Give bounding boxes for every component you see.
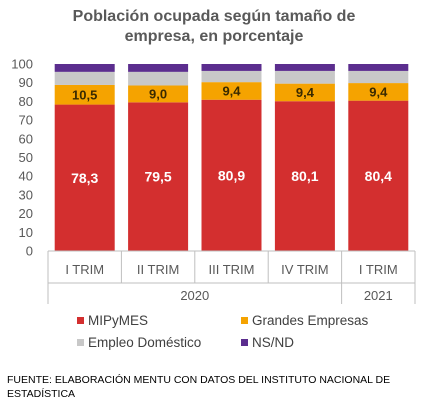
legend-swatch-ns-nd <box>241 339 248 346</box>
bar-mipymes-1 <box>54 104 115 251</box>
chart-title-line-2: empresa, en porcentaje <box>124 28 304 45</box>
bar-ns-nd-3 <box>201 64 262 71</box>
data-label-mipymes-5: 80,4 <box>365 168 392 184</box>
y-tick-label-20: 20 <box>19 206 33 221</box>
bar-ns-nd-5 <box>348 64 409 71</box>
legend-label-ns-nd: NS/ND <box>252 335 294 350</box>
data-label-grandes-empresas-2: 9,0 <box>149 87 167 102</box>
y-tick-label-30: 30 <box>19 187 33 202</box>
data-label-mipymes-2: 79,5 <box>144 169 171 185</box>
y-tick-label-60: 60 <box>19 131 33 146</box>
x-tick-label-4: IV TRIM <box>281 262 328 277</box>
data-label-mipymes-4: 80,1 <box>291 168 318 184</box>
bar-ns-nd-1 <box>54 64 115 72</box>
x-tick-label-2: II TRIM <box>137 262 179 277</box>
bar-ns-nd-2 <box>128 64 189 72</box>
y-tick-label-90: 90 <box>19 75 33 90</box>
bar-grandes-empresas-3 <box>201 82 262 100</box>
bar-empleo-dom-stico-4 <box>274 70 335 84</box>
x-tick-label-5: I TRIM <box>359 262 398 277</box>
bar-grandes-empresas-4 <box>274 83 335 102</box>
bar-empleo-dom-stico-3 <box>201 70 262 83</box>
data-label-mipymes-3: 80,9 <box>218 167 245 183</box>
bar-grandes-empresas-1 <box>54 84 115 105</box>
y-tick-label-70: 70 <box>19 113 33 128</box>
bar-mipymes-4 <box>274 101 335 251</box>
x-tick-label-1: I TRIM <box>65 262 104 277</box>
bar-grandes-empresas-5 <box>348 83 409 101</box>
y-tick-label-50: 50 <box>19 150 33 165</box>
y-tick-label-40: 40 <box>19 169 33 184</box>
bar-mipymes-3 <box>201 99 262 251</box>
bar-grandes-empresas-2 <box>128 85 189 103</box>
x-year-label-2021: 2021 <box>364 288 393 303</box>
bar-ns-nd-4 <box>274 64 335 71</box>
source-note: FUENTE: ELABORACIÓN MENTU CON DATOS DEL … <box>7 374 391 400</box>
bar-mipymes-2 <box>128 102 189 252</box>
data-label-mipymes-1: 78,3 <box>71 170 98 186</box>
y-tick-label-80: 80 <box>19 94 33 109</box>
y-tick-label-100: 100 <box>11 57 33 72</box>
bar-empleo-dom-stico-1 <box>54 71 115 85</box>
x-year-label-2020: 2020 <box>180 288 209 303</box>
legend-swatch-empleo-dom-stico <box>77 339 84 346</box>
y-tick-label-10: 10 <box>19 225 33 240</box>
legend-label-empleo-dom-stico: Empleo Doméstico <box>88 335 201 350</box>
bar-mipymes-5 <box>348 100 409 251</box>
chart-title-line-1: Población ocupada según tamaño de <box>72 8 356 25</box>
data-label-grandes-empresas-3: 9,4 <box>222 84 241 99</box>
data-label-grandes-empresas-1: 10,5 <box>72 87 97 102</box>
legend-label-mipymes: MIPyMES <box>88 313 148 328</box>
legend-swatch-mipymes <box>77 317 84 324</box>
data-label-grandes-empresas-5: 9,4 <box>369 85 388 100</box>
bar-empleo-dom-stico-5 <box>348 70 409 84</box>
data-label-grandes-empresas-4: 9,4 <box>296 85 315 100</box>
legend-swatch-grandes-empresas <box>241 317 248 324</box>
legend-label-grandes-empresas: Grandes Empresas <box>252 313 369 328</box>
y-tick-label-0: 0 <box>26 244 33 259</box>
x-tick-label-3: III TRIM <box>209 262 255 277</box>
bar-empleo-dom-stico-2 <box>128 71 189 86</box>
